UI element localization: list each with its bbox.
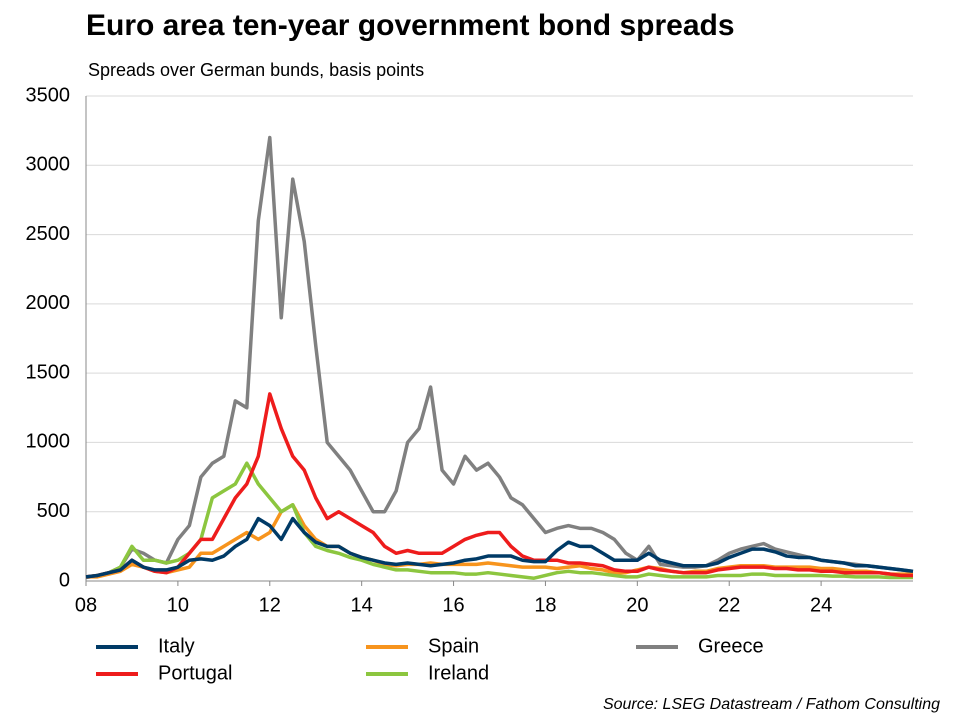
chart-title: Euro area ten-year government bond sprea… [86, 9, 735, 42]
x-tick-label: 24 [810, 594, 832, 616]
x-tick-label: 22 [718, 594, 740, 616]
y-tick-label: 2000 [26, 292, 71, 314]
x-tick-label: 08 [75, 594, 97, 616]
x-tick-label: 18 [534, 594, 556, 616]
y-tick-label: 0 [59, 569, 70, 591]
series-line [85, 392, 913, 579]
x-tick-label: 20 [626, 594, 648, 616]
x-tick-label: 12 [259, 594, 281, 616]
series-line [85, 516, 914, 579]
y-tick-label: 3000 [26, 154, 71, 176]
legend-label: Spain [428, 635, 479, 657]
x-tick-label: 16 [442, 594, 464, 616]
chart-subtitle: Spreads over German bunds, basis points [88, 60, 424, 80]
x-tick-label: 10 [167, 594, 189, 616]
legend-label: Italy [158, 635, 195, 657]
y-tick-label: 2500 [26, 223, 71, 245]
y-tick-label: 3500 [26, 84, 71, 106]
series-line [85, 135, 914, 580]
source-note: Source: LSEG Datastream / Fathom Consult… [603, 696, 940, 713]
legend-label: Portugal [158, 662, 233, 684]
legend-label: Greece [698, 635, 764, 657]
series-line [85, 461, 913, 580]
y-tick-label: 1500 [26, 361, 71, 383]
x-tick-label: 14 [351, 594, 373, 616]
legend-label: Ireland [428, 662, 489, 684]
y-tick-label: 1000 [26, 431, 71, 453]
y-tick-label: 500 [37, 500, 70, 522]
